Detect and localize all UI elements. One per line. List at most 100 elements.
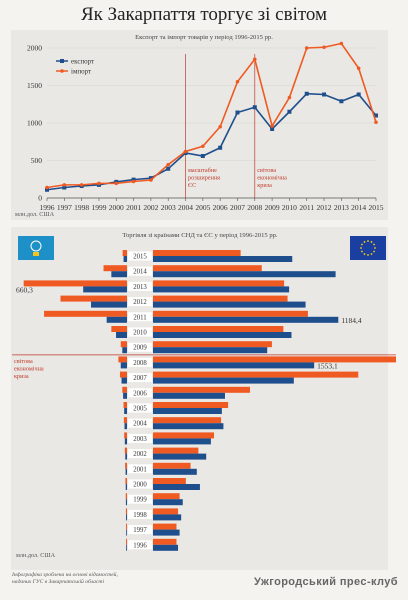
x-tick-label: 2010	[282, 203, 297, 212]
x-tick-label: 2012	[317, 203, 332, 212]
export-point	[235, 110, 240, 115]
x-tick-label: 2002	[143, 203, 158, 212]
cis-export-bar	[126, 514, 127, 521]
legend-label: експорт	[71, 58, 94, 66]
year-label-box	[128, 388, 152, 398]
annotation-text: економічна	[257, 175, 287, 182]
cis-export-bar	[83, 286, 127, 293]
eu-export-bar	[153, 544, 179, 551]
x-tick-label: 1996	[40, 203, 55, 212]
eu-import-bar	[153, 508, 179, 515]
export-point	[252, 105, 257, 110]
eu-flag-star	[370, 241, 373, 243]
eu-import-bar	[153, 538, 177, 545]
import-point	[218, 124, 222, 129]
year-label-box	[128, 342, 152, 352]
bar-chart-unit-label: млн.дол. США	[16, 552, 56, 559]
cis-value-label: 660,3	[16, 285, 33, 294]
cis-export-bar	[121, 377, 127, 384]
legend-marker	[60, 69, 64, 73]
import-point	[339, 41, 344, 46]
cis-import-bar	[125, 493, 127, 500]
cis-export-bar	[122, 347, 127, 354]
year-label-box	[128, 418, 152, 428]
eu-value-label: 1184,4	[341, 316, 362, 325]
cis-import-bar	[118, 356, 127, 363]
export-point	[166, 166, 171, 171]
export-point	[356, 92, 361, 97]
x-tick-label: 2004	[178, 203, 193, 212]
year-label: 2013	[133, 284, 147, 291]
eu-import-bar	[153, 280, 285, 287]
year-label: 2010	[133, 330, 147, 337]
eu-import-bar	[153, 356, 396, 363]
year-label: 2008	[133, 360, 147, 367]
cis-emblem-ring	[30, 240, 42, 252]
export-point	[339, 99, 344, 104]
export-point	[62, 185, 67, 190]
import-point	[97, 181, 101, 186]
y-tick-label: 500	[31, 156, 43, 165]
year-label-box	[128, 266, 152, 276]
cis-export-bar	[125, 468, 127, 475]
cis-export-bar	[106, 316, 127, 323]
eu-flag-star	[367, 254, 369, 256]
import-point	[252, 57, 257, 62]
eu-export-bar	[153, 499, 183, 506]
cis-export-bar	[126, 529, 127, 536]
eu-export-bar	[153, 408, 222, 414]
eu-value-label: 1553,1	[317, 361, 338, 370]
year-label: 2011	[133, 314, 146, 321]
eu-import-bar	[153, 310, 308, 317]
year-label-box	[128, 494, 152, 504]
year-label-box	[128, 433, 152, 443]
cis-export-bar	[125, 453, 127, 460]
eu-export-bar	[153, 301, 306, 308]
year-label-box	[128, 327, 152, 337]
eu-flag-star	[370, 253, 373, 255]
bar-chart-title: Торгівля зі країнами СНД та ЄС у період …	[122, 232, 278, 239]
year-label: 2005	[133, 406, 147, 413]
year-label-box	[128, 403, 152, 413]
import-point	[131, 179, 136, 184]
import-point	[322, 45, 326, 50]
y-tick-label: 1000	[27, 119, 42, 128]
cis-import-bar	[60, 295, 127, 302]
eu-flag-star	[363, 241, 366, 243]
import-point	[45, 185, 49, 190]
x-tick-label: 1999	[91, 203, 106, 212]
import-point	[235, 79, 240, 84]
x-tick-label: 2013	[334, 203, 349, 212]
import-point	[374, 120, 378, 125]
export-point	[270, 127, 275, 131]
y-tick-label: 1500	[27, 81, 42, 90]
x-tick-label: 2006	[213, 203, 228, 212]
year-label: 2007	[133, 375, 147, 382]
cis-export-bar	[111, 271, 127, 278]
eu-export-bar	[153, 514, 182, 521]
annotation-text: світова	[257, 167, 276, 174]
footer-note-line-1: Інфографіка зроблена на основі відомосте…	[12, 572, 118, 578]
cis-export-bar	[120, 362, 127, 369]
eu-export-bar	[153, 286, 290, 293]
eu-import-bar	[153, 493, 180, 500]
import-point	[201, 144, 205, 149]
cis-flag-icon	[18, 236, 54, 260]
legend-label: імпорт	[71, 68, 91, 76]
export-point	[200, 154, 205, 158]
year-label: 2012	[133, 299, 147, 306]
year-label-box	[128, 540, 152, 550]
cis-emblem-base	[33, 252, 39, 256]
cis-import-bar	[44, 310, 127, 317]
import-point	[166, 162, 171, 167]
eu-import-bar	[153, 265, 262, 272]
footer-note: Інфографіка зроблена на основі відомосте…	[12, 572, 162, 586]
export-point	[322, 92, 327, 97]
eu-import-bar	[153, 326, 284, 332]
series-line-export	[46, 92, 377, 191]
year-label: 1997	[133, 527, 147, 534]
line-chart-title: Експорт та імпорт товарів у період 1996-…	[135, 34, 273, 41]
x-tick-label: 2008	[247, 203, 262, 212]
eu-flag-star	[373, 250, 375, 253]
